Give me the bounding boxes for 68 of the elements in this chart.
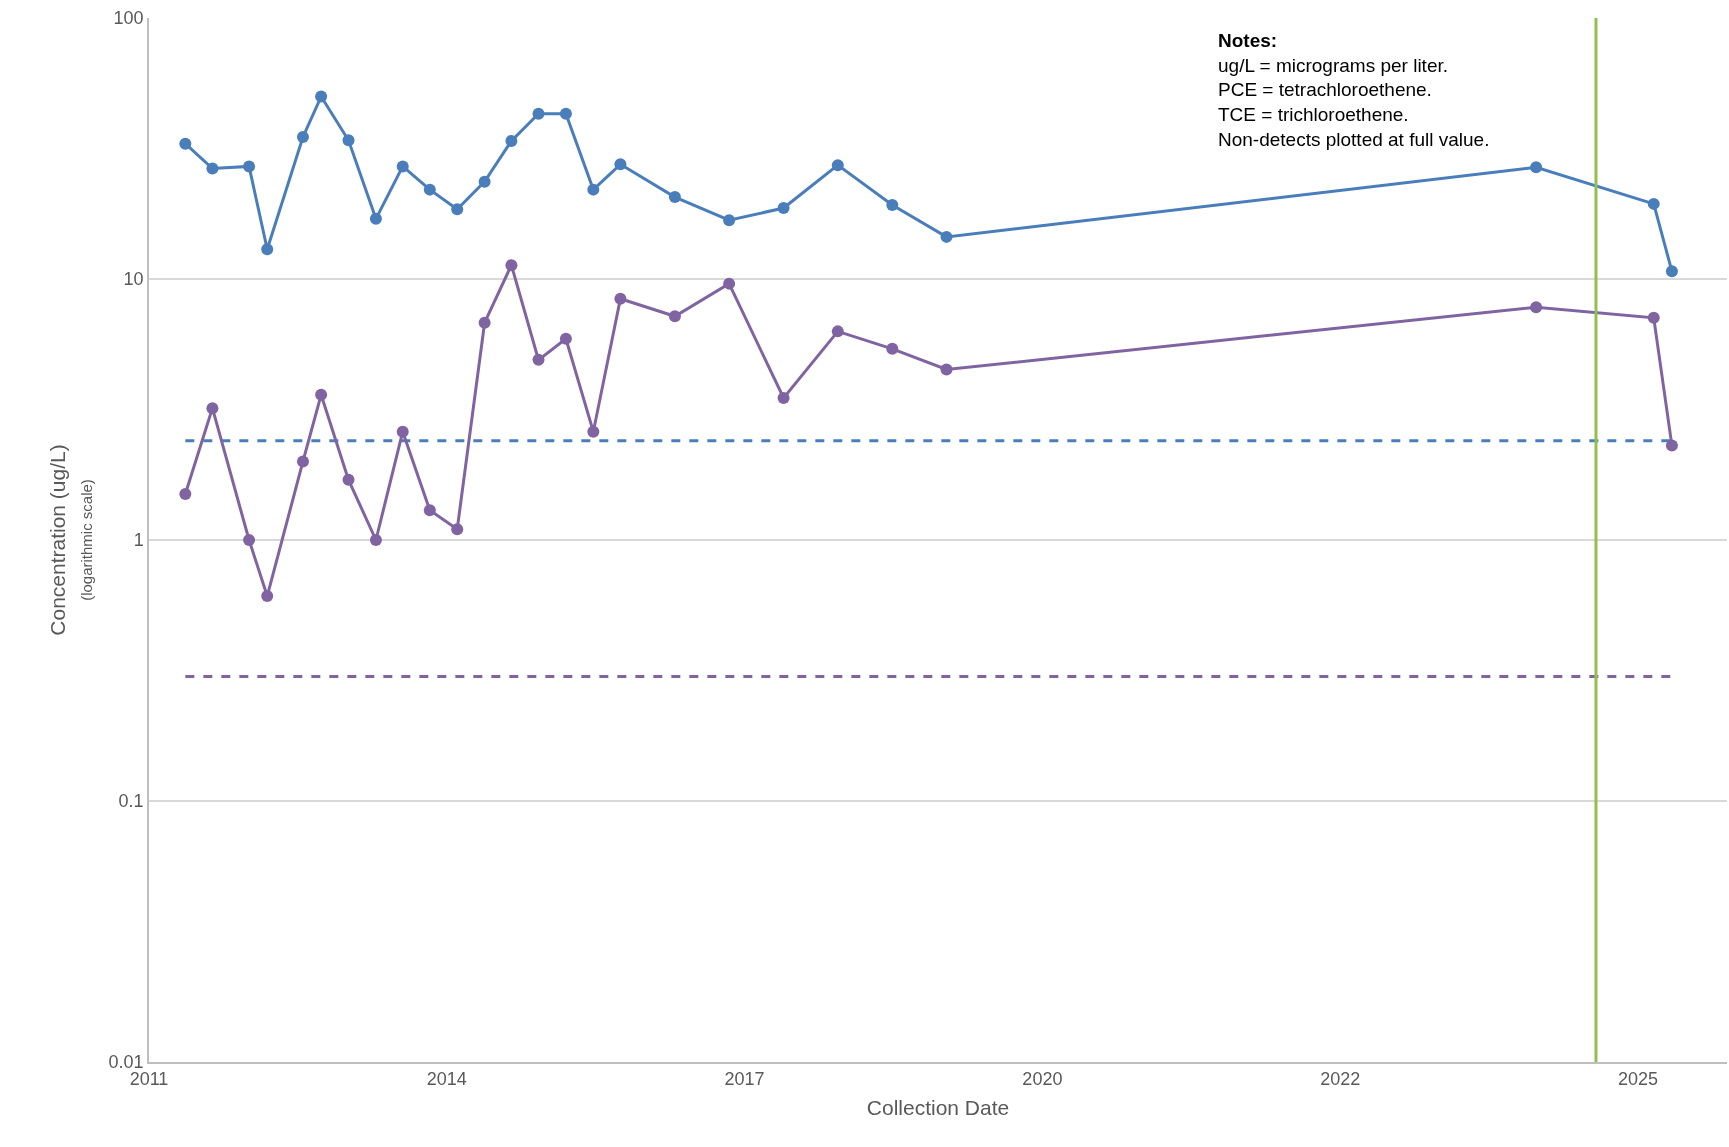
point <box>296 455 309 468</box>
point <box>342 134 355 147</box>
x-tick-label: 2020 <box>1022 1069 1063 1090</box>
point <box>668 191 681 204</box>
point <box>1665 265 1678 278</box>
point <box>478 316 491 329</box>
point <box>723 214 736 227</box>
point <box>243 160 256 173</box>
point <box>369 534 382 546</box>
point <box>1665 439 1678 452</box>
point <box>179 488 192 501</box>
point <box>723 277 736 290</box>
point <box>886 199 899 212</box>
point <box>179 137 192 150</box>
x-tick-label: 2017 <box>724 1069 765 1090</box>
point <box>296 131 309 143</box>
point <box>614 158 627 171</box>
annotation: TCE = trichloroethene. <box>1218 104 1409 126</box>
point <box>559 107 572 120</box>
point <box>777 392 790 404</box>
point <box>369 212 382 225</box>
point <box>886 342 899 355</box>
point <box>532 107 545 120</box>
point <box>315 388 328 401</box>
point <box>451 523 464 536</box>
point <box>532 353 545 366</box>
point <box>396 425 409 438</box>
point <box>423 504 436 517</box>
y-axis-title: Concentration (ug/L) (logarithmic scale) <box>45 444 96 636</box>
x-tick-label: 2025 <box>1617 1069 1658 1090</box>
point <box>505 134 518 147</box>
x-axis-title: Collection Date <box>866 1096 1010 1120</box>
point <box>396 160 409 173</box>
annotation: Non-detects plotted at full value. <box>1218 128 1490 150</box>
point <box>1530 301 1543 314</box>
point <box>614 292 627 305</box>
x-tick-label: 2022 <box>1320 1069 1361 1090</box>
point <box>831 325 844 338</box>
point <box>587 183 600 196</box>
point <box>1530 161 1543 174</box>
point <box>505 259 518 272</box>
annotation: ug/L = micrograms per liter. <box>1218 54 1449 76</box>
point <box>1647 311 1660 324</box>
y-tick-label: 1 <box>133 530 144 551</box>
point <box>478 175 491 188</box>
point <box>559 332 572 345</box>
point <box>831 159 844 172</box>
point <box>315 90 328 103</box>
y-tick-label: 100 <box>113 8 144 29</box>
point <box>668 310 681 323</box>
point <box>206 402 219 415</box>
point <box>587 425 600 438</box>
point <box>243 534 256 546</box>
point <box>451 203 464 216</box>
point <box>261 243 274 256</box>
y-tick-label: 10 <box>123 269 144 290</box>
annotation: Notes: <box>1218 30 1278 51</box>
point <box>206 162 219 175</box>
x-tick-label: 2014 <box>426 1069 467 1090</box>
point <box>423 183 436 196</box>
y-tick-label: 0.1 <box>118 791 144 812</box>
point <box>1647 197 1660 210</box>
point <box>940 230 953 243</box>
point <box>777 202 790 215</box>
point <box>940 363 953 376</box>
point <box>342 473 355 486</box>
point <box>261 590 274 603</box>
annotation: PCE = tetrachloroethene. <box>1218 79 1432 101</box>
